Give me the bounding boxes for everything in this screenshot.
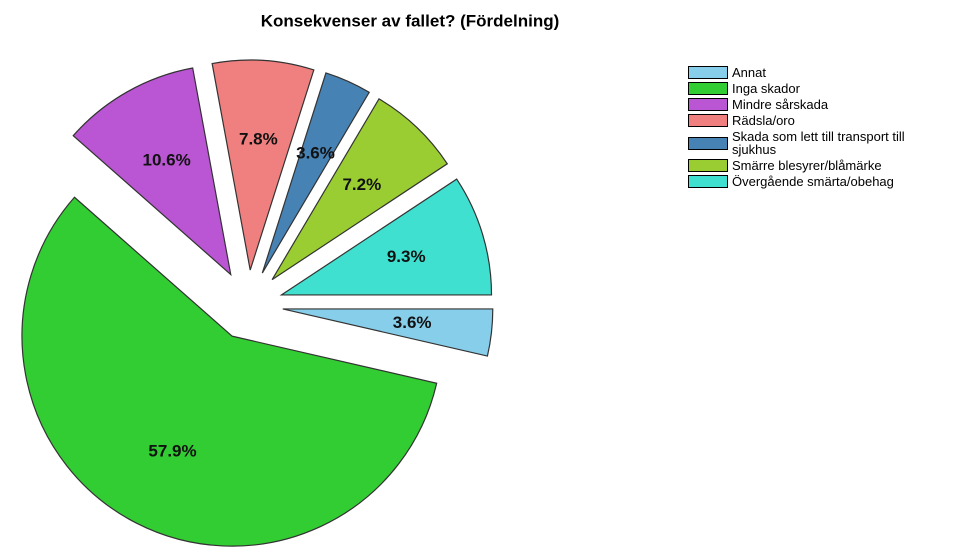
pie-slice <box>279 178 493 296</box>
legend-label: Annat <box>732 65 766 80</box>
legend-swatch <box>688 136 728 150</box>
legend-swatch <box>688 114 728 127</box>
legend-item: Inga skador <box>688 82 960 95</box>
value-label: 7.2% <box>342 175 381 194</box>
legend-item: Skada som lett till transport till sjukh… <box>688 130 960 156</box>
value-label: 3.6% <box>393 313 432 332</box>
pie-slice <box>261 72 371 274</box>
legend-swatch <box>688 98 728 111</box>
legend-swatch <box>688 82 728 95</box>
value-label: 9.3% <box>387 247 426 266</box>
value-label: 57.9% <box>148 441 196 460</box>
value-label: 3.6% <box>296 144 335 163</box>
pie-slice <box>271 98 449 281</box>
legend-item: Övergående smärta/obehag <box>688 175 960 188</box>
pie-slice <box>211 59 315 271</box>
legend-item: Annat <box>688 66 960 79</box>
legend-label: Inga skador <box>732 81 800 96</box>
legend-swatch <box>688 66 728 79</box>
legend-label: Rädsla/oro <box>732 113 795 128</box>
pie-slice <box>21 196 438 547</box>
legend-swatch <box>688 175 728 188</box>
pie-slice <box>72 67 232 277</box>
legend: Annat Inga skador Mindre sårskada Rädsla/or… <box>688 66 960 191</box>
legend-item: Rädsla/oro <box>688 114 960 127</box>
legend-item: Mindre sårskada <box>688 98 960 111</box>
pie-slice <box>282 308 494 357</box>
legend-label: Skada som lett till transport till sjukh… <box>732 129 905 157</box>
legend-swatch <box>688 159 728 172</box>
value-label: 10.6% <box>142 151 190 170</box>
legend-item: Smärre blesyrer/blåmärke <box>688 159 960 172</box>
chart-title: Konsekvenser av fallet? (Fördelning) <box>261 11 560 30</box>
legend-label: Övergående smärta/obehag <box>732 174 894 189</box>
legend-label: Mindre sårskada <box>732 97 829 112</box>
legend-label: Smärre blesyrer/blåmärke <box>732 158 882 173</box>
value-label: 7.8% <box>239 130 278 149</box>
